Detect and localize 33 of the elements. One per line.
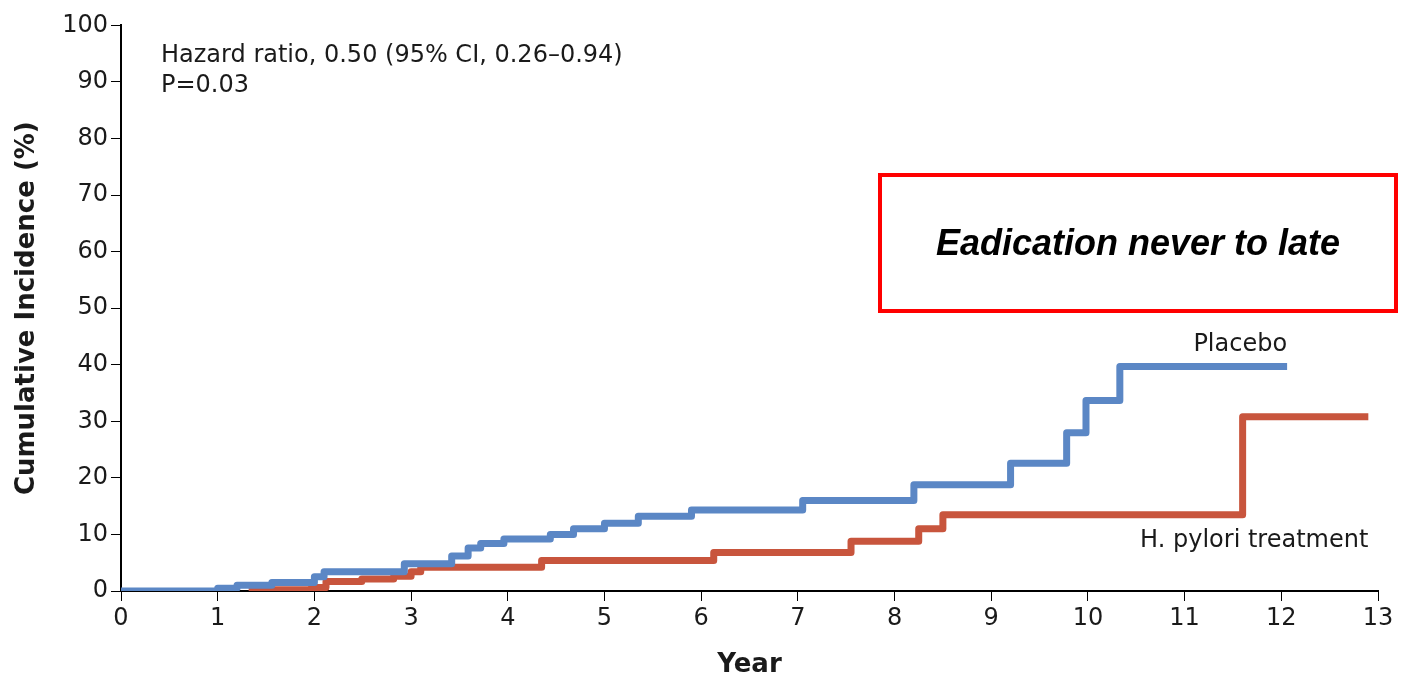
x-tick-label: 8 bbox=[886, 602, 903, 631]
y-tick-label: 10 bbox=[77, 518, 109, 547]
y-tick-label: 60 bbox=[77, 235, 109, 264]
x-tick-label: 6 bbox=[693, 602, 709, 631]
x-tick-label: 7 bbox=[790, 602, 806, 631]
x-tick-label: 13 bbox=[1362, 602, 1394, 631]
y-tick-label: 30 bbox=[77, 405, 109, 434]
x-tick-label: 12 bbox=[1266, 602, 1297, 631]
annotation: Hazard ratio, 0.50 (95% CI, 0.26–0.94) bbox=[161, 39, 623, 68]
y-tick-label: 0 bbox=[92, 575, 109, 604]
x-tick-label: 9 bbox=[983, 602, 999, 631]
y-tick-label: 70 bbox=[77, 179, 109, 208]
x-axis-title: Year bbox=[716, 648, 782, 679]
y-tick-label: 50 bbox=[77, 292, 109, 321]
callout-box: Eadication never to late bbox=[878, 173, 1398, 313]
series-label: Placebo bbox=[1193, 328, 1288, 357]
x-tick-label: 3 bbox=[403, 602, 419, 631]
y-tick-label: 100 bbox=[62, 9, 109, 38]
x-tick-label: 10 bbox=[1072, 602, 1104, 631]
y-tick-label: 90 bbox=[77, 66, 109, 95]
annotation: Eadication never to late bbox=[935, 222, 1341, 264]
x-tick-label: 0 bbox=[113, 602, 129, 631]
x-tick-label: 2 bbox=[306, 602, 323, 631]
y-tick-label: 80 bbox=[77, 122, 109, 151]
y-tick-label: 40 bbox=[77, 348, 109, 377]
annotation: P=0.03 bbox=[161, 69, 250, 98]
x-tick-label: 11 bbox=[1169, 602, 1200, 631]
y-axis-title: Cumulative Incidence (%) bbox=[10, 121, 41, 496]
y-tick-label: 20 bbox=[77, 462, 109, 491]
x-tick-label: 5 bbox=[596, 602, 613, 631]
x-tick-label: 4 bbox=[500, 602, 516, 631]
x-tick-label: 1 bbox=[210, 602, 226, 631]
series-label: H. pylori treatment bbox=[1140, 524, 1369, 553]
